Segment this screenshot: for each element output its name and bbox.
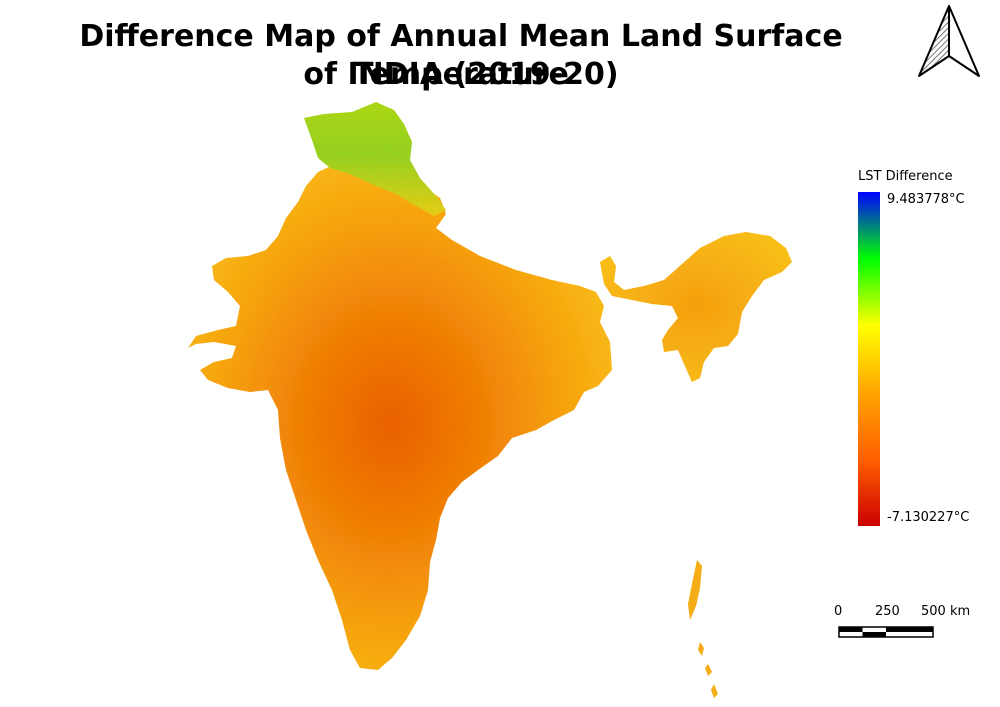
- andaman-islands: [688, 560, 702, 620]
- scale-label-0: 0: [834, 604, 843, 619]
- mainland-india: [188, 158, 612, 670]
- nicobar-islands: [698, 642, 718, 698]
- legend-max-label: 9.483778°C: [887, 192, 965, 207]
- northern-region: [304, 102, 446, 216]
- scale-label-250: 250: [875, 604, 900, 619]
- north-arrow-icon: [918, 5, 980, 77]
- scale-label-500: 500 km: [921, 604, 971, 619]
- scale-bar: [838, 626, 934, 638]
- legend-min-label: -7.130227°C: [887, 510, 970, 525]
- northeast-region: [600, 232, 792, 382]
- map-title-line-1: Difference Map of Annual Mean Land Surfa…: [79, 19, 843, 92]
- map-title-line-2: of INDIA (2019-20): [303, 57, 619, 92]
- legend-title: LST Difference: [858, 169, 953, 184]
- legend-color-ramp: [858, 192, 880, 526]
